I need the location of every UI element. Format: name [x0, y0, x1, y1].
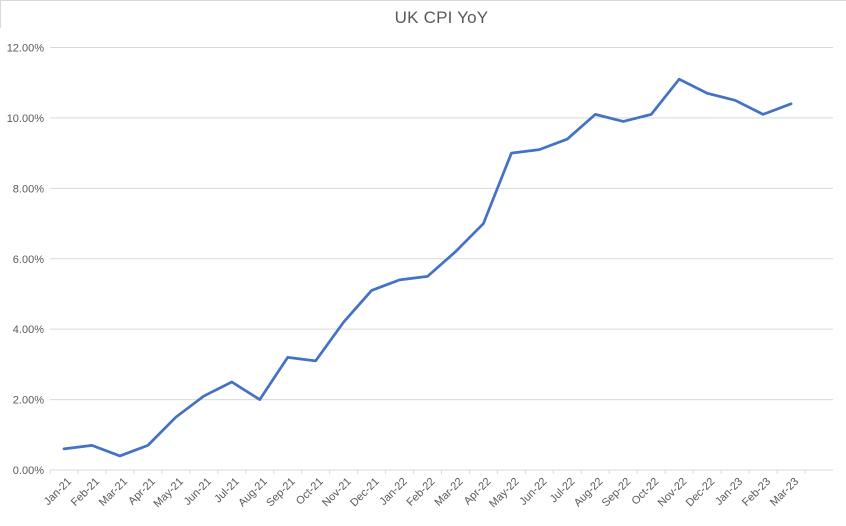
- y-axis-label: 2.00%: [13, 395, 44, 407]
- x-axis-label: Mar-22: [432, 476, 465, 509]
- x-axis-label: Jan-23: [713, 476, 745, 508]
- x-axis-label: Nov-21: [320, 476, 354, 510]
- x-axis-label: Jun-22: [517, 476, 549, 508]
- y-axis-label: 6.00%: [13, 254, 44, 266]
- x-axis-label: Mar-23: [768, 476, 801, 509]
- x-axis-label: Nov-22: [656, 476, 690, 510]
- x-axis-label: May-22: [487, 476, 521, 510]
- x-axis-label: Aug-22: [572, 476, 606, 510]
- x-axis-label: Aug-21: [236, 476, 270, 510]
- x-axis-label: Dec-22: [684, 476, 718, 510]
- y-axis-label: 12.00%: [7, 43, 45, 55]
- x-axis-label: May-21: [152, 476, 186, 510]
- sheet-gridline-top: [0, 0, 846, 1]
- y-axis-label: 0.00%: [13, 465, 44, 477]
- x-axis-label: Feb-21: [69, 476, 102, 509]
- chart-title: UK CPI YoY: [394, 8, 489, 27]
- x-axis-label: Jan-22: [377, 476, 409, 508]
- y-axis-label: 10.00%: [7, 113, 45, 125]
- x-axis-label: Jun-21: [182, 476, 214, 508]
- x-axis-label: Feb-22: [405, 476, 438, 509]
- cpi-data-line: [62, 77, 793, 458]
- x-axis-label: Mar-21: [97, 476, 130, 509]
- sheet-gridline-left: [0, 0, 1, 28]
- x-axis-label: Feb-23: [740, 476, 773, 509]
- y-axis-label: 8.00%: [13, 183, 44, 195]
- x-axis-label: Sep-21: [264, 476, 298, 510]
- x-axis-label: Sep-22: [600, 476, 634, 510]
- y-axis-label: 4.00%: [13, 324, 44, 336]
- x-axis-label: Dec-21: [348, 476, 382, 510]
- x-axis-label: Jan-21: [42, 476, 74, 508]
